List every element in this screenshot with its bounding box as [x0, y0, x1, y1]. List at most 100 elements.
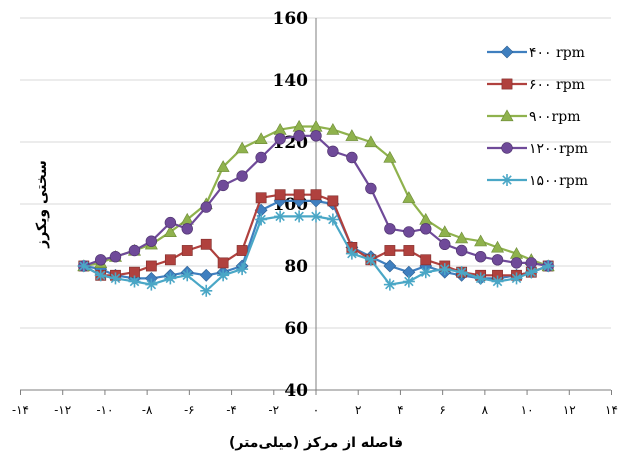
legend-label: ۱۵۰۰rpm: [529, 173, 588, 189]
data-point-series-2: [164, 254, 176, 266]
data-point-series-2: [327, 195, 339, 207]
data-point-series-3: [455, 231, 469, 244]
data-point-series-5: [77, 260, 90, 272]
x-axis-title: فاصله از مرکز (میلی‌متر): [229, 435, 403, 451]
data-point-series-5: [310, 210, 322, 223]
data-point-series-4: [327, 145, 339, 158]
data-point-series-4: [510, 257, 523, 269]
data-point-series-4: [384, 223, 396, 235]
data-point-series-2: [255, 192, 267, 204]
x-tick-label: -۶: [184, 403, 195, 417]
data-point-series-4: [255, 151, 267, 164]
data-point-series-5: [200, 284, 213, 297]
data-point-series-5: [345, 247, 358, 260]
x-tick-label: ۱۲: [563, 403, 576, 417]
x-tick-label: ۰: [313, 403, 319, 417]
data-point-series-4: [95, 254, 107, 266]
y-tick-label-160: 160: [273, 9, 309, 29]
data-point-series-4: [217, 179, 229, 192]
plot-area: [77, 119, 555, 297]
data-point-series-4: [145, 235, 158, 247]
y-tick-label-80: 80: [284, 257, 308, 277]
data-point-series-3: [235, 141, 249, 154]
data-point-series-4: [439, 238, 451, 251]
data-point-series-4: [293, 130, 305, 142]
data-point-series-2: [200, 238, 212, 250]
data-point-series-3: [491, 240, 505, 253]
data-point-series-5: [455, 266, 468, 279]
data-point-series-4: [346, 151, 358, 164]
data-point-series-3: [474, 234, 488, 247]
legend-entry-3: ۹۰۰rpm: [487, 109, 581, 125]
legend-marker: [501, 142, 513, 154]
data-point-series-3: [364, 135, 378, 148]
data-point-series-5: [419, 266, 432, 279]
data-point-series-4: [491, 254, 504, 266]
data-point-series-5: [274, 210, 287, 223]
x-tick-label: ۴: [397, 403, 403, 417]
data-point-series-5: [491, 275, 504, 288]
x-tick-label: -۱۰: [96, 403, 113, 417]
data-point-series-2: [293, 189, 305, 201]
legend-marker: [500, 109, 514, 122]
data-point-series-5: [510, 272, 523, 285]
data-point-series-5: [364, 253, 377, 266]
data-point-series-4: [420, 223, 432, 235]
x-tick-label: -۲: [269, 403, 280, 417]
data-point-series-5: [474, 272, 487, 285]
x-tick-label: -۱۲: [54, 403, 71, 417]
data-point-series-5: [128, 275, 141, 288]
data-point-series-4: [274, 133, 286, 145]
legend-entry-1: ۴۰۰ rpm: [487, 45, 585, 61]
data-point-series-5: [383, 278, 396, 291]
data-point-series-3: [438, 225, 452, 237]
data-point-series-2: [420, 254, 432, 266]
data-point-series-1: [199, 268, 213, 282]
legend-label: ۶۰۰ rpm: [529, 77, 585, 93]
data-point-series-2: [384, 245, 396, 256]
x-tick-label: ۱۰: [521, 403, 534, 417]
data-point-series-4: [164, 216, 177, 229]
y-tick-label-60: 60: [284, 319, 308, 339]
data-point-series-5: [402, 275, 415, 288]
data-point-series-3: [216, 160, 230, 172]
data-point-series-2: [274, 189, 286, 201]
legend-marker: [501, 78, 513, 90]
x-tick-label: -۴: [226, 403, 237, 417]
y-tick-label-40: 40: [284, 381, 308, 401]
data-point-series-4: [403, 226, 415, 238]
data-point-series-2: [310, 189, 322, 201]
data-point-series-2: [236, 245, 248, 256]
data-point-series-3: [345, 129, 359, 141]
legend-label: ۱۲۰۰rpm: [529, 141, 588, 157]
data-point-series-3: [163, 225, 177, 237]
legend-entry-2: ۶۰۰ rpm: [487, 77, 585, 93]
data-point-series-1: [383, 259, 397, 273]
data-point-series-4: [474, 251, 487, 263]
data-point-series-3: [383, 150, 397, 163]
data-point-series-4: [128, 244, 141, 257]
legend-label: ۹۰۰rpm: [529, 109, 581, 125]
data-point-series-4: [109, 251, 122, 263]
legend-marker: [500, 45, 514, 59]
x-tick-label: -۱۴: [12, 403, 29, 417]
data-point-series-4: [455, 244, 468, 257]
data-point-series-4: [200, 201, 212, 213]
legend-label: ۴۰۰ rpm: [529, 45, 585, 61]
x-tick-label: ۸: [482, 403, 489, 417]
data-point-series-5: [525, 266, 538, 279]
data-point-series-4: [365, 182, 377, 195]
data-point-series-5: [326, 213, 339, 226]
data-point-series-2: [145, 260, 157, 272]
data-point-series-5: [255, 213, 268, 226]
data-point-series-5: [217, 269, 230, 282]
data-point-series-3: [402, 191, 416, 203]
x-tick-label: ۱۴: [605, 403, 618, 417]
x-tick-label: ۶: [439, 403, 445, 417]
data-point-series-2: [217, 257, 229, 269]
y-tick-label-140: 140: [273, 71, 309, 91]
x-tick-label: ۲: [355, 403, 361, 417]
data-point-series-5: [164, 272, 177, 285]
legend-entry-5: ۱۵۰۰rpm: [487, 173, 588, 189]
